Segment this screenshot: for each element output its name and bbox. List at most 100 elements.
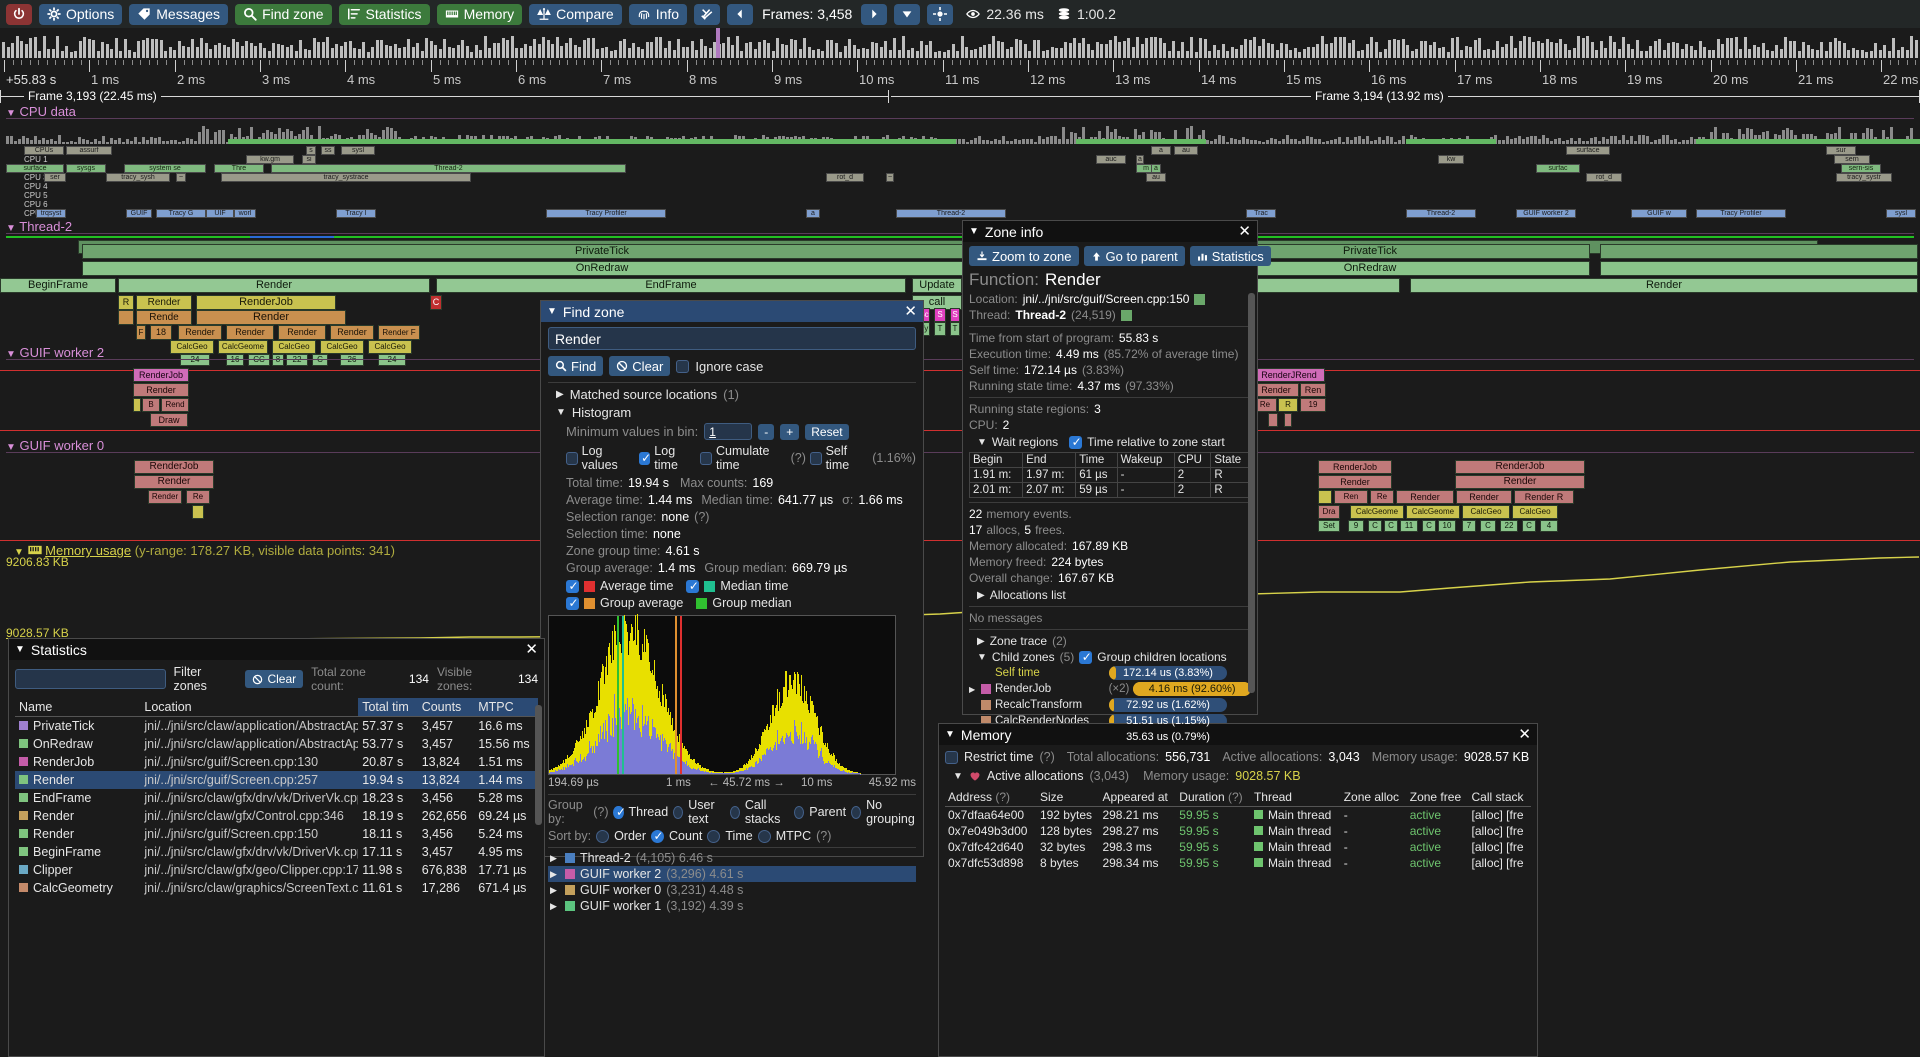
timeline-zone[interactable]: Render: [1456, 490, 1512, 504]
cumulate-time-checkbox[interactable]: [700, 451, 712, 465]
frame-strip-bar[interactable]: [888, 50, 892, 58]
frame-strip-bar[interactable]: [591, 38, 595, 58]
table-row[interactable]: 0x7dfc53d898 8 bytes 298.34 ms 59.95 s Main …: [945, 855, 1531, 871]
frame-strip-bar[interactable]: [1514, 48, 1517, 58]
frame-strip-bar[interactable]: [1163, 43, 1166, 58]
frame-strip-bar[interactable]: [1208, 51, 1211, 58]
timeline-zone[interactable]: Render: [133, 383, 189, 397]
zone-info-caret[interactable]: ▼: [969, 226, 979, 237]
frame-strip-bar[interactable]: [1140, 44, 1144, 58]
frame-strip-bar[interactable]: [1194, 51, 1198, 58]
cpu-zone-box[interactable]: ~: [886, 173, 894, 182]
frame-strip-bar[interactable]: [60, 51, 64, 58]
frame-strip-bar[interactable]: [1604, 47, 1607, 58]
frame-strip-bar[interactable]: [992, 36, 995, 58]
frame-strip-bar[interactable]: [515, 47, 518, 58]
thread2-track-header[interactable]: ▼ Thread-2: [6, 219, 72, 234]
frame-strip-bar[interactable]: [380, 39, 383, 58]
frame-strip-bar[interactable]: [1581, 38, 1585, 58]
frame-strip-bar[interactable]: [1464, 45, 1468, 58]
frame-strip-bar[interactable]: [1671, 42, 1675, 58]
frame-strip-bar[interactable]: [947, 50, 950, 58]
frame-strip-bar[interactable]: [951, 44, 955, 58]
frame-strip-bar[interactable]: [227, 47, 230, 58]
frame-strip-bar[interactable]: [1023, 44, 1027, 58]
frame-strip-bar[interactable]: [326, 37, 329, 58]
zone-info-scrollbar[interactable]: [1248, 293, 1255, 693]
frame-strip-bar[interactable]: [11, 43, 14, 58]
frame-strip-bar[interactable]: [1271, 43, 1274, 58]
frame-strip-bar[interactable]: [1298, 51, 1301, 58]
frame-strip-bar[interactable]: [1352, 40, 1355, 58]
timeline-zone[interactable]: Re: [1253, 398, 1277, 412]
frame-strip-bar[interactable]: [587, 37, 590, 58]
timeline-zone[interactable]: 7: [1462, 520, 1476, 532]
frame-strip-bar[interactable]: [1635, 39, 1639, 58]
memory-window[interactable]: ▼ Memory ✕ Restrict time (?) Total alloc…: [938, 723, 1538, 1057]
frame-strip-bar[interactable]: [1824, 50, 1828, 58]
frame-strip-bar[interactable]: [1109, 39, 1112, 58]
timeline-zone[interactable]: Dra: [1318, 505, 1340, 519]
frame-strip-bar[interactable]: [258, 42, 262, 58]
find-zone-group-row[interactable]: ▶ GUIF worker 0 (3,231) 4.48 s: [548, 882, 916, 898]
cumulate-hint[interactable]: (?): [790, 451, 806, 465]
memory-button[interactable]: Memory: [436, 3, 523, 25]
reset-button[interactable]: Reset: [805, 423, 849, 440]
frame-strip-bar[interactable]: [1293, 47, 1297, 58]
frame-strip-bar[interactable]: [1896, 49, 1900, 58]
frame-strip-bar[interactable]: [681, 46, 685, 58]
statistics-header-cell[interactable]: Counts: [417, 698, 475, 717]
cpu-zone-box[interactable]: Trac: [1246, 209, 1276, 218]
cpu-zone-box[interactable]: surfac: [1536, 164, 1580, 173]
frame-strip-bar[interactable]: [1730, 38, 1733, 58]
frame-strip-bar[interactable]: [1545, 38, 1549, 58]
frame-strip-bar[interactable]: [857, 49, 860, 58]
close-icon[interactable]: ✕: [525, 641, 538, 658]
frame-strip-bar[interactable]: [1847, 49, 1850, 58]
frame-strip-bar[interactable]: [105, 44, 109, 58]
frame-strip-bar[interactable]: [1041, 51, 1045, 58]
frame-strip-bar[interactable]: [1829, 42, 1832, 58]
cpu-zone-box[interactable]: CPUs: [24, 146, 64, 155]
timeline-zone[interactable]: 22: [286, 354, 308, 366]
frame-strip-bar[interactable]: [1838, 41, 1841, 58]
cpu-data-track-header[interactable]: ▼ CPU data: [6, 104, 76, 119]
frame-strip-bar[interactable]: [636, 47, 640, 58]
frame-strip-bar[interactable]: [132, 51, 136, 58]
frame-strip-bar[interactable]: [479, 50, 482, 58]
frame-strip-bar[interactable]: [1770, 50, 1774, 58]
frame-strip-bar[interactable]: [1136, 37, 1139, 58]
frame-strip-bar[interactable]: [1559, 39, 1562, 58]
statistics-title-bar[interactable]: ▼ Statistics ✕: [9, 639, 544, 660]
log-values-checkbox[interactable]: [566, 451, 578, 465]
cpu-zone-box[interactable]: a: [806, 209, 820, 218]
group-children-checkbox[interactable]: [1079, 650, 1093, 664]
frame-strip-bar[interactable]: [1892, 37, 1895, 58]
frame-strip-bar[interactable]: [933, 51, 937, 58]
zoom-to-zone-button[interactable]: Zoom to zone: [969, 246, 1079, 266]
frame-strip-bar[interactable]: [1307, 46, 1310, 58]
timeline-zone[interactable]: C: [1384, 520, 1398, 532]
cpu-zone-box[interactable]: Thre: [214, 164, 264, 173]
frame-strip-bar[interactable]: [1662, 50, 1666, 58]
frame-strip-bar[interactable]: [762, 39, 766, 58]
zone-statistics-button[interactable]: Statistics: [1189, 246, 1271, 266]
frame-strip-bar[interactable]: [1388, 39, 1391, 58]
timeline-zone[interactable]: T: [934, 322, 946, 336]
timeline-zone[interactable]: 9: [1348, 520, 1364, 532]
zone-info-title-bar[interactable]: ▼ Zone info ✕: [963, 221, 1257, 242]
frame-strip-bar[interactable]: [366, 52, 370, 58]
frame-strip-bar[interactable]: [524, 44, 527, 58]
frame-strip-bar[interactable]: [1176, 50, 1180, 58]
frame-strip-bar[interactable]: [704, 46, 707, 58]
timeline-zone[interactable]: [1284, 413, 1292, 427]
frame-strip-bar[interactable]: [294, 50, 298, 58]
frame-strip-bar[interactable]: [1262, 38, 1265, 58]
timeline-zone[interactable]: 19: [1300, 398, 1326, 412]
table-row[interactable]: Render jni/../jni/src/guif/Screen.cpp:150…: [15, 825, 538, 843]
frame-strip-bar[interactable]: [1509, 36, 1513, 58]
cpu-zone-box[interactable]: tracy_systrace: [221, 173, 471, 182]
timeline-zone[interactable]: BeginFrame: [0, 278, 116, 293]
frame-strip-bar[interactable]: [83, 37, 86, 58]
frame-strip-bar[interactable]: [735, 36, 739, 58]
